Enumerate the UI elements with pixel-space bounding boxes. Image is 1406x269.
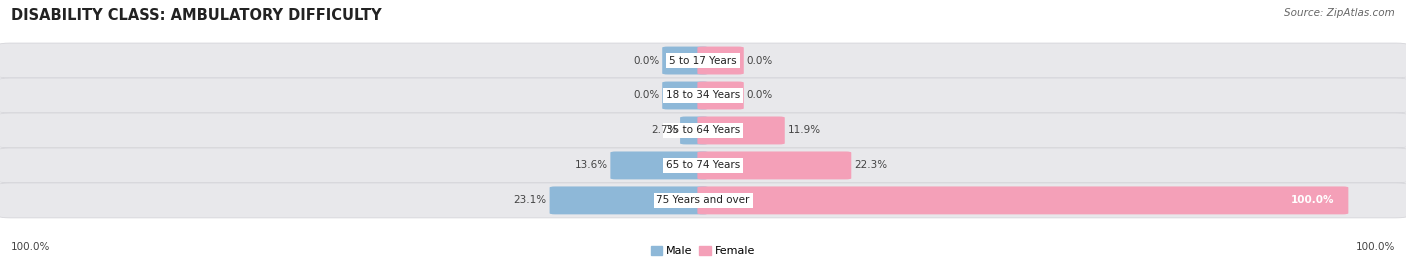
Text: 0.0%: 0.0%: [747, 90, 773, 101]
Text: 100.0%: 100.0%: [1355, 242, 1395, 253]
Text: 13.6%: 13.6%: [575, 160, 607, 171]
Text: 0.0%: 0.0%: [747, 55, 773, 66]
Text: 100.0%: 100.0%: [11, 242, 51, 253]
Text: 5 to 17 Years: 5 to 17 Years: [669, 55, 737, 66]
Text: 18 to 34 Years: 18 to 34 Years: [666, 90, 740, 101]
Text: DISABILITY CLASS: AMBULATORY DIFFICULTY: DISABILITY CLASS: AMBULATORY DIFFICULTY: [11, 8, 382, 23]
Text: 23.1%: 23.1%: [513, 195, 547, 206]
Text: 22.3%: 22.3%: [853, 160, 887, 171]
Text: 65 to 74 Years: 65 to 74 Years: [666, 160, 740, 171]
Text: 100.0%: 100.0%: [1291, 195, 1334, 206]
Text: 11.9%: 11.9%: [787, 125, 821, 136]
Text: Source: ZipAtlas.com: Source: ZipAtlas.com: [1284, 8, 1395, 18]
Text: 35 to 64 Years: 35 to 64 Years: [666, 125, 740, 136]
Text: 75 Years and over: 75 Years and over: [657, 195, 749, 206]
Text: 0.0%: 0.0%: [633, 90, 659, 101]
Legend: Male, Female: Male, Female: [647, 241, 759, 261]
Text: 2.7%: 2.7%: [651, 125, 678, 136]
Text: 0.0%: 0.0%: [633, 55, 659, 66]
